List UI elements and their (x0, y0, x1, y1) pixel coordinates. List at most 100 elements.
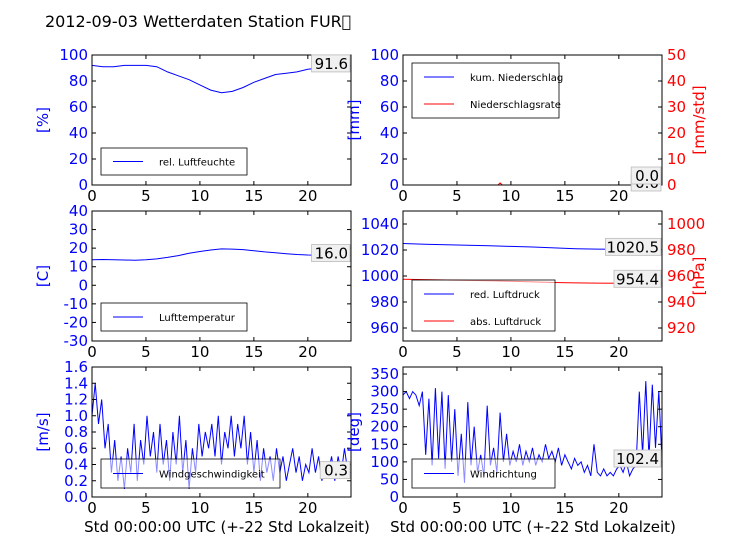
y-right-tick-label: 920 (667, 319, 696, 337)
y-tick-label: 80 (69, 72, 88, 90)
y-tick-label: 20 (69, 239, 88, 257)
panel-precipitation: 0 5 10 15 20 0 20 40 60 80 100 0 10 20 30 40 50 [mm] [mm/s… (345, 46, 708, 205)
x-tick-label: 0 (87, 343, 97, 361)
legend-label: abs. Luftdruck (470, 317, 541, 328)
y-tick-label: 980 (370, 293, 399, 311)
plot-frame (91, 54, 352, 186)
y-tick-label: 0.8 (64, 423, 88, 441)
y-tick-label: 20 (380, 150, 399, 168)
x-tick-label: 0 (87, 499, 97, 517)
legend-label: Windrichtung (470, 470, 537, 481)
last-value-right: 0.0 (635, 167, 659, 185)
x-tick-label: 15 (555, 499, 574, 517)
y-tick-label: 0 (78, 276, 88, 294)
plot-frame (91, 210, 352, 342)
legend-label: Windgeschwindigkeit (159, 470, 265, 481)
y-tick-label: 0 (389, 488, 399, 506)
y-tick-label: 1.0 (64, 407, 88, 425)
y-right-tick-label: 10 (667, 150, 686, 168)
y-tick-label: 1.2 (64, 391, 88, 409)
x-tick-label: 5 (452, 187, 462, 205)
legend-box (411, 62, 560, 119)
x-tick-label: 5 (141, 499, 151, 517)
legend: Windgeschwindigkeit (100, 458, 281, 489)
y-right-tick-label: 20 (667, 124, 686, 142)
x-tick-label: 20 (609, 187, 628, 205)
y-tick-label: -10 (64, 295, 89, 313)
y-tick-label: 0.4 (64, 456, 88, 474)
y-tick-label: 350 (370, 365, 399, 383)
y-tick-label: 1020 (361, 241, 399, 259)
legend: rel. Luftfeuchte (100, 147, 248, 176)
y-right-tick-label: 960 (667, 267, 696, 285)
x-tick-label: 20 (609, 499, 628, 517)
series-line-left (92, 248, 351, 261)
panel-pressure: 0 5 10 15 20 960 980 1000 1020 1040 920 940 960 980 10… (361, 210, 708, 361)
x-tick-label: 0 (398, 343, 408, 361)
last-value: 91.6 (315, 55, 348, 73)
legend: Lufttemperatur (100, 302, 248, 332)
y-tick-label: 0.6 (64, 439, 88, 457)
legend: red. Luftdruck abs. Luftdruck (411, 279, 556, 332)
x-tick-label: 15 (555, 187, 574, 205)
x-tick-label: 0 (87, 187, 97, 205)
x-tick-label: 5 (141, 187, 151, 205)
legend-label: Lufttemperatur (159, 313, 236, 324)
last-value-box (319, 461, 351, 480)
last-value-right-box (613, 269, 662, 288)
x-tick-label: 10 (501, 187, 520, 205)
y-axis-label: [C] (34, 265, 52, 287)
y-tick-label: 60 (380, 98, 399, 116)
y-tick-label: 100 (59, 46, 88, 64)
y-tick-label: 150 (370, 435, 399, 453)
y-tick-label: 960 (370, 319, 399, 337)
panel-wind_direction: 0 5 10 15 20050100150200250300350[deg]Windri… (345, 365, 663, 517)
y-tick-label: 0.0 (64, 488, 88, 506)
x-tick-label: 20 (609, 343, 628, 361)
y-axis-label: [m/s] (34, 412, 52, 451)
x-tick-label: 15 (555, 343, 574, 361)
y-right-tick-label: 980 (667, 241, 696, 259)
x-tick-label: 10 (501, 343, 520, 361)
y-tick-label: 40 (69, 124, 88, 142)
y-right-tick-label: 50 (667, 46, 686, 64)
last-value-box (605, 237, 662, 256)
last-value-box (311, 54, 351, 73)
x-tick-label: 15 (244, 499, 263, 517)
y-tick-label: 10 (69, 258, 88, 276)
last-value: 16.0 (315, 245, 348, 263)
y-tick-label: -30 (64, 332, 89, 350)
series-line-left (92, 64, 351, 94)
series-line-right (403, 182, 662, 185)
x-tick-label: 5 (452, 499, 462, 517)
y-tick-label: 100 (370, 46, 399, 64)
y-tick-label: 200 (370, 418, 399, 436)
y-tick-label: 0 (389, 176, 399, 194)
legend-box (100, 458, 281, 489)
last-value: 102.4 (616, 450, 659, 468)
y-tick-label: 100 (370, 453, 399, 471)
y-axis-label: [%] (34, 107, 52, 133)
y-tick-label: 1.4 (64, 374, 88, 392)
x-tick-label: 5 (452, 343, 462, 361)
last-value: 1020.5 (607, 238, 660, 256)
panel-humidity: 0 5 10 15 20 0 20 40 60 80 100 [%] rel. Luftfeuchte 9… (34, 46, 352, 205)
y-tick-label: 80 (380, 72, 399, 90)
legend-label: red. Luftdruck (470, 290, 540, 301)
y-tick-label: 60 (69, 98, 88, 116)
x-axis-label-left: Std 00:00:00 UTC (+-22 Std Lokalzeit) (84, 518, 370, 536)
y-right-tick-label: 940 (667, 293, 696, 311)
x-tick-label: 10 (190, 343, 209, 361)
y-right-tick-label: 30 (667, 98, 686, 116)
x-tick-label: 0 (398, 499, 408, 517)
panel-wind_speed: 0 5 10 15 20 0.00.20.40.60.81.01.21.41.6 [m/s]… (34, 358, 352, 517)
x-tick-label: 20 (298, 343, 317, 361)
x-tick-label: 20 (298, 187, 317, 205)
y-tick-label: 1.6 (64, 358, 88, 376)
legend: Windrichtung (411, 458, 556, 489)
last-value: 0.3 (324, 462, 348, 480)
y-right-tick-label: 0 (667, 176, 677, 194)
y-tick-label: 0 (78, 176, 88, 194)
y-tick-label: 250 (370, 400, 399, 418)
